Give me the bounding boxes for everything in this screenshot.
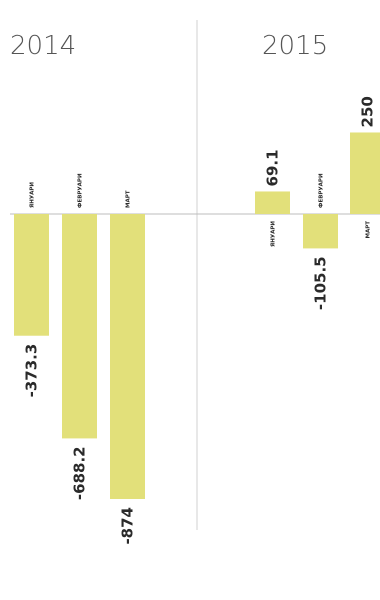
bar-2014-2 [62,214,97,439]
month-label-2015-2: ФЕВРУАРИ [319,173,325,208]
value-label-2014-3: -874 [119,507,137,545]
bars-layer: -373.3 ЯНУАРИ -688.2 ФЕВРУАРИ -874 МАРТ 69.1 ЯН… [14,96,380,545]
month-label-2014-2: ФЕВРУАРИ [78,173,84,208]
value-label-2015-2: -105.5 [312,256,330,310]
bar-2015-3 [350,132,380,214]
month-label-2014-3: МАРТ [126,190,132,208]
month-label-2014-1: ЯНУАРИ [30,182,36,208]
month-label-2015-1: ЯНУАРИ [271,221,277,247]
bar-2014-1 [14,214,49,336]
bar-2015-2 [303,214,338,249]
month-label-2015-3: МАРТ [366,221,372,239]
value-label-2014-1: -373.3 [23,344,41,398]
value-label-2015-1: 69.1 [264,149,282,186]
value-label-2015-3: 250 [359,96,377,127]
bar-2015-1 [255,191,290,214]
year-label-2015: 2015 [262,31,328,61]
bar-2014-3 [110,214,145,499]
year-label-2014: 2014 [10,31,76,61]
value-label-2014-2: -688.2 [71,446,89,500]
